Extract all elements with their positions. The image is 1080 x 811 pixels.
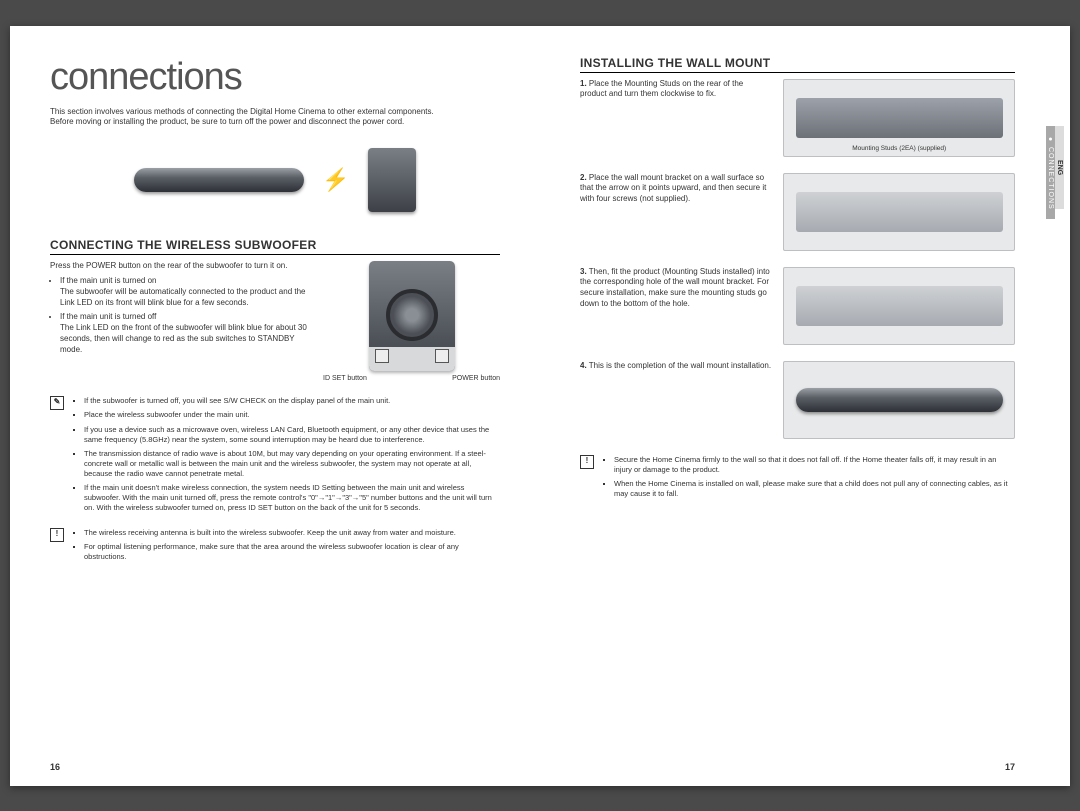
note-icon: ✎ [50,396,64,410]
section-title-wallmount: INSTALLING THE WALL MOUNT [580,56,1015,73]
soundbar-illus [134,168,304,192]
note-item: The transmission distance of radio wave … [84,449,500,479]
side-tabs: ENG ● CONNECTIONS [1052,126,1064,220]
caution-item: The wireless receiving antenna is built … [84,528,500,538]
chapter-title: connections [50,56,500,99]
subwoofer-section: Press the POWER button on the rear of th… [50,261,500,382]
note-block-info: ✎ If the subwoofer is turned off, you wi… [50,396,500,517]
subwoofer-buttons [369,347,455,371]
note-item: If the main unit doesn't make wireless c… [84,483,500,513]
mounted-soundbar [796,388,1003,412]
bracket-with-product [796,286,1003,326]
subwoofer-big [369,261,455,371]
page-17: INSTALLING THE WALL MOUNT 1. Place the M… [540,26,1070,786]
caution-item: Secure the Home Cinema firmly to the wal… [614,455,1015,475]
caution-icon: ! [580,455,594,469]
power-button-illus [435,349,449,363]
section-title-subwoofer: CONNECTING THE WIRELESS SUBWOOFER [50,238,500,255]
intro-text: This section involves various methods of… [50,107,500,128]
step-1-illus: Mounting Studs (2EA) (supplied) [783,79,1015,157]
idset-button-illus [375,349,389,363]
hero-illustration: ⚡ [50,137,500,222]
step-2: 2. Place the wall mount bracket on a wal… [580,173,1015,251]
note-item: If you use a device such as a microwave … [84,425,500,445]
step-4-illus [783,361,1015,439]
step-3-illus [783,267,1015,345]
wireless-bolt-icon: ⚡ [322,167,349,193]
page-number-left: 16 [50,762,60,772]
bullet-off: If the main unit is turned off The Link … [60,312,311,355]
subwoofer-illustration: ID SET button POWER button [323,261,500,382]
step-2-illus [783,173,1015,251]
caution-item: When the Home Cinema is installed on wal… [614,479,1015,499]
section-tab: ● CONNECTIONS [1046,126,1055,220]
wallmount-caution: ! Secure the Home Cinema firmly to the w… [580,455,1015,504]
page-number-right: 17 [1005,762,1015,772]
step-4: 4. This is the completion of the wall mo… [580,361,1015,439]
product-rear [796,98,1003,138]
note-item: If the subwoofer is turned off, you will… [84,396,500,406]
caution-item: For optimal listening performance, make … [84,542,500,562]
subwoofer-text: Press the POWER button on the rear of th… [50,261,311,382]
bullet-on: If the main unit is turned on The subwoo… [60,276,311,308]
step-1: 1. Place the Mounting Studs on the rear … [580,79,1015,157]
caution-icon: ! [50,528,64,542]
button-labels: ID SET button POWER button [323,375,500,382]
wall-bracket [796,192,1003,232]
step-3: 3. Then, fit the product (Mounting Studs… [580,267,1015,345]
note-item: Place the wireless subwoofer under the m… [84,410,500,420]
manual-spread: connections This section involves variou… [10,26,1070,786]
lang-tab: ENG [1055,126,1064,210]
caution-block: ! The wireless receiving antenna is buil… [50,528,500,566]
subwoofer-small-illus [368,148,416,212]
page-16: connections This section involves variou… [10,26,540,786]
